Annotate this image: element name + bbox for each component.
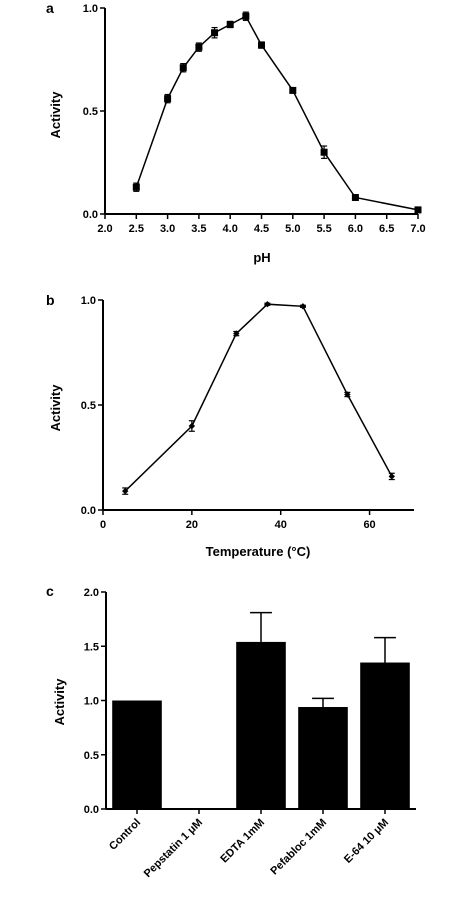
panel-b-x-tick-label: 40 — [275, 519, 287, 531]
panel-c-y-tick-label: 1.0 — [84, 696, 99, 708]
panel-a-data-point — [132, 183, 140, 191]
panel-b-y-tick-label: 1.0 — [81, 295, 96, 307]
panel-a-series-line — [135, 15, 419, 211]
panel-a-ph-chart: a Activity pH 0.0 0.5 1.0 2.0 2.5 3.0 3.5 4.0 4.… — [46, 0, 426, 265]
panel-a-x-tick-label: 6.0 — [348, 223, 363, 235]
panel-a-x-axis-title: pH — [253, 250, 270, 265]
panel-a-data-point — [414, 206, 422, 214]
panel-b-axes: 0.0 0.5 1.0 0 20 40 60 — [81, 295, 414, 531]
panel-c-marks — [112, 611, 410, 809]
panel-c-inhibitor-chart: c Activity 0.0 0.5 1.0 1.5 2.0 ControlPepstat… — [46, 583, 416, 880]
panel-b-data-point — [388, 473, 395, 480]
panel-b-data-point — [299, 303, 307, 310]
panel-b-letter: b — [46, 292, 55, 308]
panel-b-series-line — [124, 303, 393, 492]
panel-a-data-point — [211, 29, 219, 37]
panel-a-x-tick-label: 5.0 — [285, 223, 300, 235]
panel-c-y-axis-title: Activity — [52, 678, 67, 726]
panel-a-x-tick-label: 5.5 — [316, 223, 331, 235]
panel-c-bar — [360, 662, 410, 809]
panel-c-y-tick-label: 1.5 — [84, 641, 99, 653]
panel-b-x-tick-label: 60 — [363, 519, 375, 531]
panel-a-x-tick-label: 4.5 — [254, 223, 269, 235]
panel-a-y-tick-label: 1.0 — [83, 3, 98, 15]
panel-b-data-point — [188, 422, 196, 430]
panel-b-data-point — [122, 487, 129, 495]
panel-a-data-point — [351, 194, 359, 202]
panel-a-data-point — [179, 64, 187, 72]
panel-a-letter: a — [46, 0, 54, 16]
panel-c-category-label: E-64 10 μM — [342, 817, 391, 866]
panel-c-y-tick-label: 0.5 — [84, 750, 99, 762]
panel-b-data-point — [233, 330, 240, 337]
panel-c-letter: c — [46, 583, 54, 599]
panel-c-bar — [236, 641, 286, 809]
panel-c-bar — [112, 700, 162, 809]
panel-a-x-tick-label: 2.0 — [97, 223, 112, 235]
panel-a-x-tick-label: 3.5 — [191, 223, 206, 235]
panel-c-category-label: Pefabloc 1mM — [268, 817, 329, 878]
panel-a-data-point — [289, 86, 297, 94]
panel-b-data-point — [264, 301, 271, 308]
panel-c-y-tick-label: 0.0 — [84, 804, 99, 816]
panel-a-data-point — [258, 41, 265, 49]
panel-b-y-tick-label: 0.5 — [81, 400, 96, 412]
panel-b-data-point — [344, 391, 351, 398]
panel-a-data-point — [242, 12, 250, 20]
panel-a-data-point — [164, 95, 172, 103]
panel-a-x-tick-label: 7.0 — [410, 223, 425, 235]
panel-b-x-axis-title: Temperature (°C) — [206, 544, 311, 559]
panel-a-x-tick-label: 2.5 — [129, 223, 144, 235]
panel-b-y-axis-title: Activity — [48, 384, 63, 432]
panel-a-x-tick-label: 3.0 — [160, 223, 175, 235]
panel-a-x-tick-label: 4.0 — [223, 223, 238, 235]
panel-a-y-axis-title: Activity — [48, 91, 63, 139]
panel-c-category-label: EDTA 1mM — [218, 817, 267, 866]
panel-a-data-point — [195, 43, 203, 51]
panel-c-category-label: Control — [107, 817, 143, 853]
panel-c-y-tick-label: 2.0 — [84, 587, 99, 599]
panel-b-marks — [122, 301, 395, 495]
panel-a-y-tick-label: 0.5 — [83, 106, 98, 118]
panel-a-data-point — [226, 20, 234, 28]
panel-b-temperature-chart: b Activity Temperature (°C) 0.0 0.5 1.0 0 20… — [46, 292, 414, 559]
panel-b-x-tick-label: 20 — [186, 519, 198, 531]
panel-b-x-tick-label: 0 — [100, 519, 106, 531]
panel-a-x-tick-label: 6.5 — [379, 223, 394, 235]
panel-b-y-tick-label: 0.0 — [81, 505, 96, 517]
panel-a-data-point — [320, 148, 328, 156]
panel-c-category-label: Pepstatin 1 μM — [142, 817, 205, 880]
panel-a-marks — [132, 11, 422, 214]
panel-a-axes: 0.0 0.5 1.0 2.0 2.5 3.0 3.5 4.0 4.5 5.0 5.5 6.0 6.5 7… — [83, 3, 426, 235]
panel-c-bar — [298, 707, 348, 809]
panel-a-y-tick-label: 0.0 — [83, 209, 98, 221]
